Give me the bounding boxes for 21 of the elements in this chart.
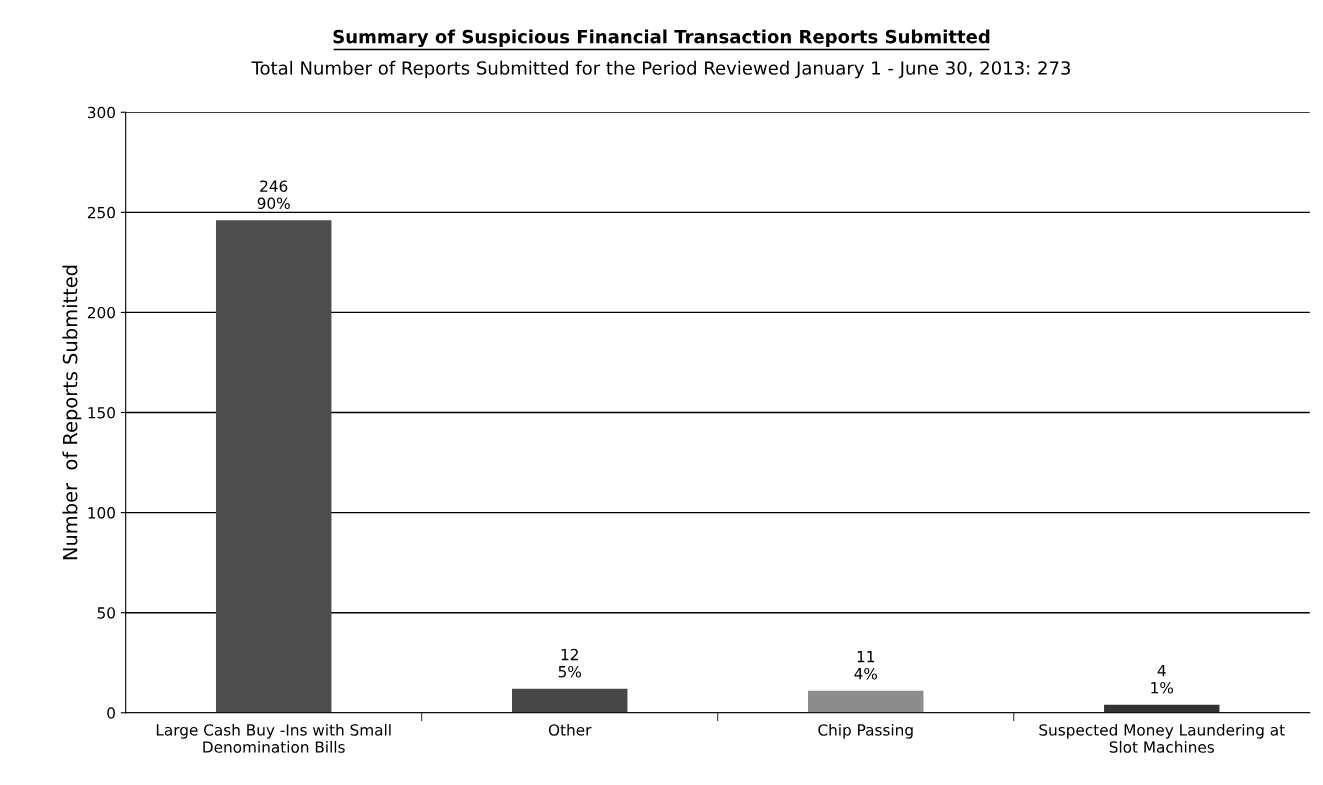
x-tick-label: Chip Passing [818, 723, 913, 739]
y-tick-label: 250 [87, 206, 115, 219]
data-label: 12 5% [558, 648, 581, 678]
y-tick-label: 50 [97, 607, 115, 619]
x-tick-label: Other [548, 723, 592, 736]
data-label: 246 90% [257, 180, 290, 210]
y-tick-label: 200 [87, 306, 115, 319]
y-tick-label: 300 [87, 106, 115, 119]
bar [511, 688, 628, 713]
chart-subtitle: Total Number of Reports Submitted for the Period Reviewed January 1 - June 30, 2013: 273 [251, 60, 1070, 79]
x-tick-label: Large Cash Buy -Ins with Small Denomination Bills [156, 723, 391, 753]
y-axis-title: Number of Reports Submitted [62, 265, 82, 560]
bar [808, 690, 924, 713]
y-tick-label: 150 [88, 406, 115, 419]
data-label: 4 1% [1151, 665, 1174, 694]
data-label: 11 4% [854, 651, 878, 680]
x-tick-label: Suspected Money Laundering at Slot Machines [1039, 723, 1285, 753]
y-tick-label: 0 [107, 707, 115, 719]
chart-title: Summary of Suspicious Financial Transaction Reports Submitted [333, 29, 990, 48]
bar [215, 220, 332, 713]
y-tick-label: 100 [88, 507, 115, 519]
